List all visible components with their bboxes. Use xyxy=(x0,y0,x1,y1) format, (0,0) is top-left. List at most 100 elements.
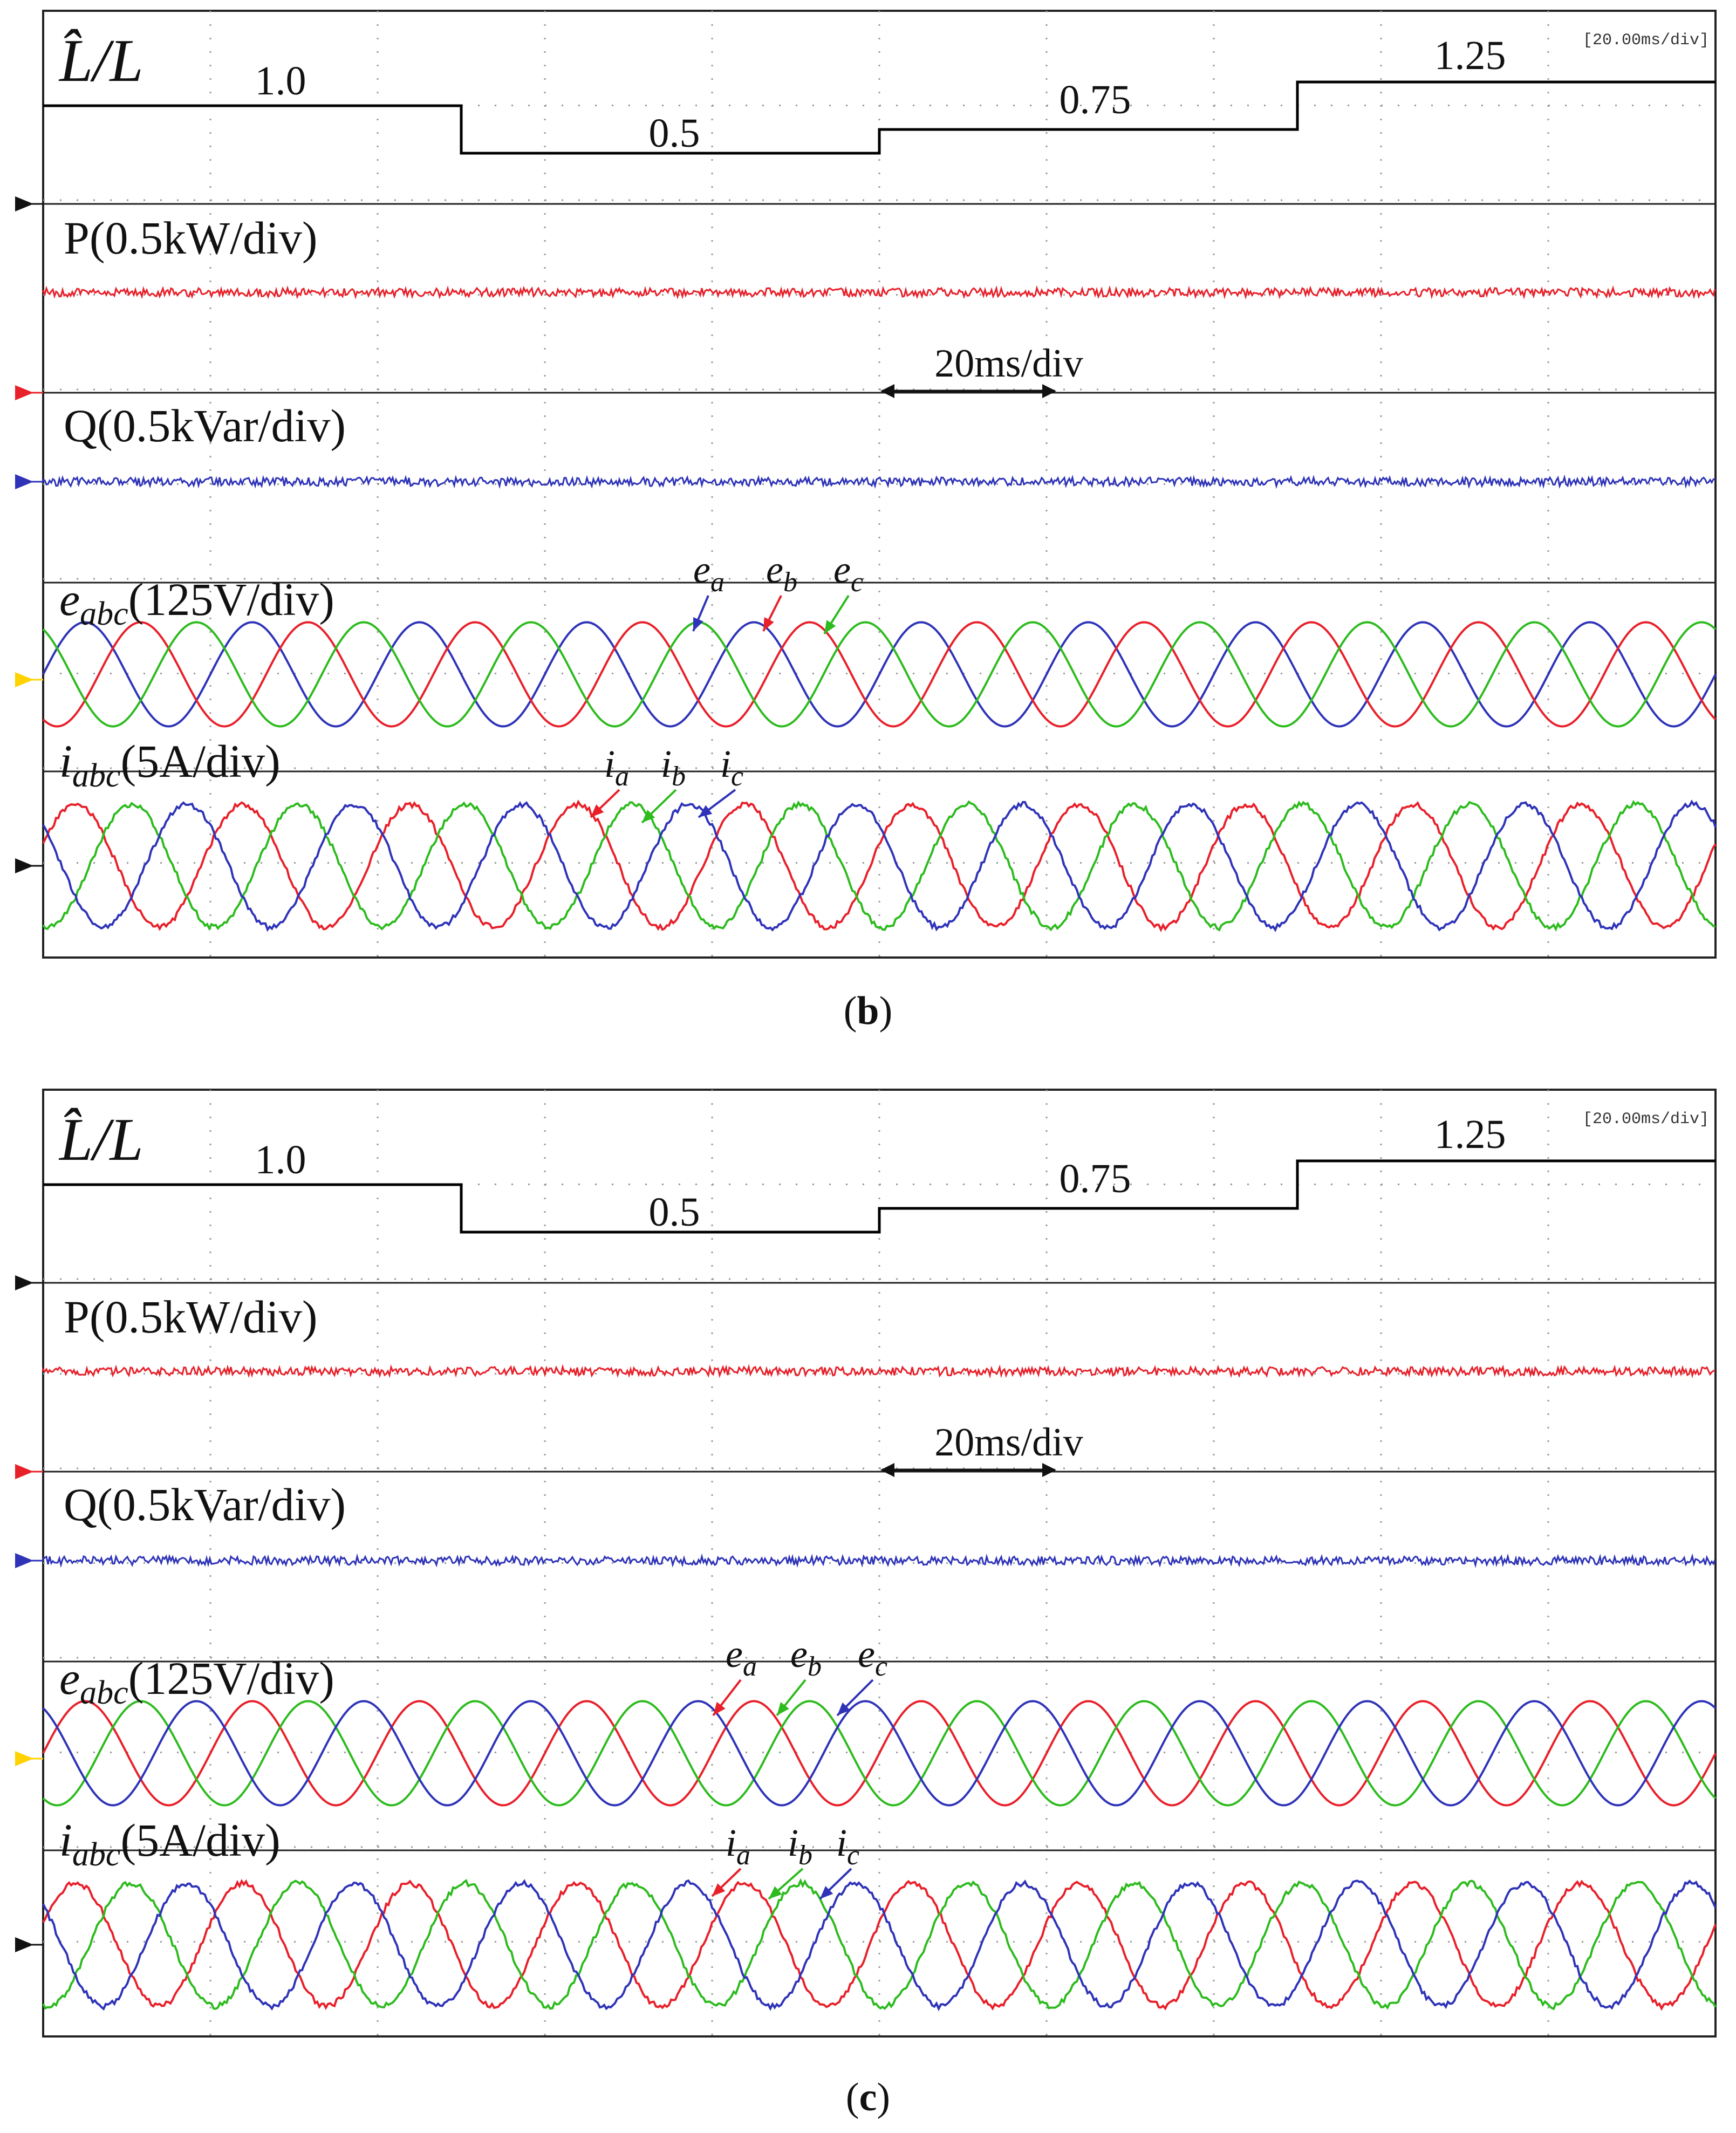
current-i-c-trace xyxy=(42,1879,1717,2012)
voltage-phase-label-b: eb xyxy=(766,548,797,598)
voltage-e-b-trace xyxy=(42,1700,1717,1807)
voltage-label-subscript: abc xyxy=(80,596,128,632)
scale-annotation-label: 20ms/div xyxy=(934,341,1083,386)
step-label-2: 0.5 xyxy=(649,111,700,156)
current-label-scale: (5A/div) xyxy=(120,735,280,787)
inductance-step-trace xyxy=(43,80,1716,155)
current-phase-label-c: ic xyxy=(836,1821,859,1871)
phase-label-subscript: c xyxy=(875,1651,887,1682)
voltage-phase-label-b: eb xyxy=(790,1632,822,1682)
current-label-symbol: i xyxy=(59,1814,72,1866)
phase-label-subscript: b xyxy=(783,567,797,598)
current-label-subscript: abc xyxy=(72,757,121,794)
power-trace-label: P(0.5kW/div) xyxy=(64,212,318,264)
voltage-trace-label: eabc(125V/div) xyxy=(59,1652,334,1711)
current-trace-label: iabc(5A/div) xyxy=(59,735,281,794)
scale-arrow-left-head xyxy=(880,1463,894,1477)
caption-close-paren: ) xyxy=(877,2075,890,2120)
trace-layer xyxy=(42,80,1717,933)
current-label-subscript: abc xyxy=(72,1836,121,1873)
phase-label-subscript: a xyxy=(615,761,629,792)
phase-label-symbol: i xyxy=(836,1821,847,1864)
voltage-phase-label-c: ec xyxy=(858,1632,887,1682)
scale-annotation: 20ms/div xyxy=(880,341,1083,398)
phase-callout-arrowhead xyxy=(642,810,655,823)
panel-caption: (b) xyxy=(844,989,892,1033)
trace-separators xyxy=(43,1282,1716,1851)
current-i-b-trace xyxy=(42,1878,1717,2011)
voltage-e-c-trace xyxy=(42,621,1717,728)
reactive-trace-label: Q(0.5kVar/div) xyxy=(64,400,346,452)
phase-label-symbol: i xyxy=(604,742,615,785)
step-label-4: 1.25 xyxy=(1434,1112,1506,1157)
step-value-labels: 1.0 0.5 0.75 1.25 xyxy=(255,33,1506,156)
current-phase-label-a: ia xyxy=(726,1821,750,1871)
phase-label-subscript: b xyxy=(672,761,686,792)
caption-open-paren: ( xyxy=(844,989,857,1033)
current-i-a-trace xyxy=(42,799,1717,933)
caption-close-paren: ) xyxy=(879,989,893,1033)
voltage-e-b-trace xyxy=(42,621,1717,728)
phase-callout-arrowhead xyxy=(712,1883,726,1896)
scope-panel-c: [20.00ms/div] L̂/L P(0.5kW/div) Q(0.5kVa… xyxy=(15,1089,1717,2120)
scope-panel-b: [20.00ms/div] L̂/L P(0.5kW/div) Q(0.5kVa… xyxy=(15,10,1717,1033)
phase-callout-arrowhead xyxy=(820,1886,833,1899)
phase-label-symbol: e xyxy=(693,548,710,591)
phase-callout-arrowhead xyxy=(763,617,774,631)
channel-markers xyxy=(15,196,43,873)
power-trace-label: P(0.5kW/div) xyxy=(64,1291,318,1343)
current-phase-callouts: ia ib ic xyxy=(711,1821,859,1900)
voltage-phase-callouts: ea eb ec xyxy=(712,1632,887,1717)
phase-label-subscript: c xyxy=(847,1840,859,1871)
scale-arrow-right-head xyxy=(1042,384,1056,398)
phase-callout-arrowhead xyxy=(824,620,836,634)
step-label-4: 1.25 xyxy=(1434,33,1506,78)
voltage-label-symbol: e xyxy=(59,1652,80,1704)
voltage-e-a-trace xyxy=(42,621,1717,728)
voltage-label-scale: (125V/div) xyxy=(128,1652,334,1704)
scale-annotation: 20ms/div xyxy=(880,1420,1083,1477)
phase-label-subscript: b xyxy=(798,1840,812,1871)
inductance-trace-label: L̂/L xyxy=(58,28,143,94)
caption-letter: c xyxy=(859,2075,877,2120)
current-trace-label: iabc(5A/div) xyxy=(59,1814,281,1873)
phase-label-symbol: e xyxy=(766,548,783,591)
phase-callout-arrowhead xyxy=(837,1702,851,1715)
inductance-step-trace xyxy=(43,1159,1716,1234)
voltage-label-scale: (125V/div) xyxy=(128,573,334,625)
phase-callout-arrowhead xyxy=(769,1886,782,1899)
phase-label-symbol: e xyxy=(790,1632,808,1676)
voltage-label-symbol: e xyxy=(59,573,80,625)
active-power-trace xyxy=(42,285,1716,300)
channel-markers xyxy=(15,1275,43,1952)
voltage-label-subscript: abc xyxy=(80,1674,128,1711)
caption-letter: b xyxy=(857,989,879,1033)
voltage-trace-label: eabc(125V/div) xyxy=(59,573,334,632)
phase-label-subscript: a xyxy=(736,1840,750,1871)
phase-callout-arrowhead xyxy=(699,805,713,817)
step-label-3: 0.75 xyxy=(1060,1156,1131,1201)
current-phase-callouts: ia ib ic xyxy=(590,742,743,824)
current-i-b-trace xyxy=(42,799,1716,932)
reactive-trace-label: Q(0.5kVar/div) xyxy=(64,1479,346,1530)
phase-label-symbol: e xyxy=(726,1632,743,1676)
trace-separators xyxy=(43,203,1716,772)
step-value-labels: 1.0 0.5 0.75 1.25 xyxy=(255,1112,1506,1235)
phase-label-symbol: i xyxy=(720,742,731,785)
phase-label-subscript: a xyxy=(710,567,725,598)
phase-callout-arrowhead xyxy=(693,617,703,631)
phase-callout-arrowhead xyxy=(591,804,604,817)
voltage-e-c-trace xyxy=(42,1700,1717,1807)
phase-label-subscript: c xyxy=(851,567,863,598)
phase-label-symbol: i xyxy=(788,1821,798,1864)
current-phase-label-b: ib xyxy=(788,1821,812,1871)
voltage-phase-label-a: ea xyxy=(726,1632,757,1682)
step-label-2: 0.5 xyxy=(649,1189,700,1235)
step-label-3: 0.75 xyxy=(1060,77,1131,122)
timebase-badge: [20.00ms/div] xyxy=(1583,1110,1709,1129)
current-i-c-trace xyxy=(42,799,1717,933)
phase-label-subscript: b xyxy=(808,1651,822,1682)
voltage-e-a-trace xyxy=(42,1700,1717,1807)
reactive-power-trace xyxy=(42,1553,1716,1568)
